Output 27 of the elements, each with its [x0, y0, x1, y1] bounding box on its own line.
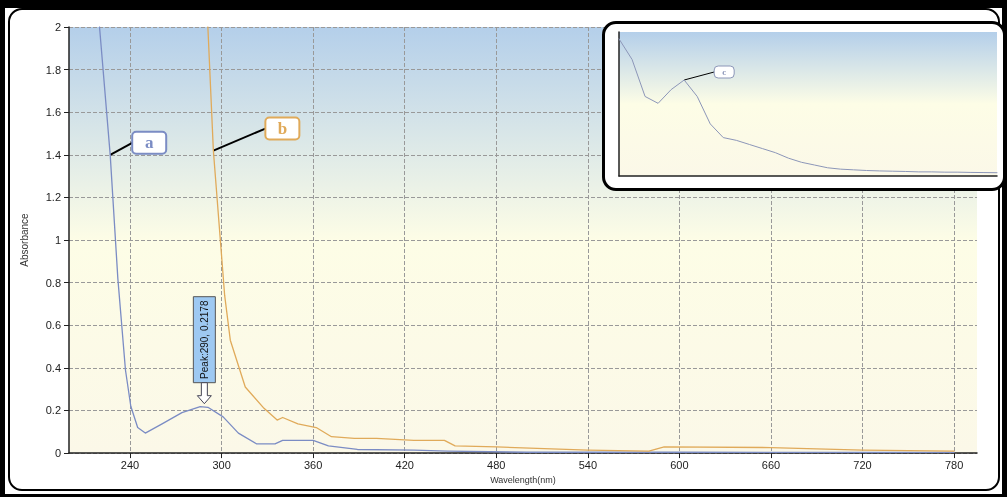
text: c — [722, 67, 727, 77]
x-tick-label: 480 — [487, 458, 506, 471]
y-tick-label: 0 — [54, 447, 61, 460]
y-tick-label: 0.8 — [45, 276, 61, 289]
x-axis-title: Wavelength(nm) — [490, 474, 556, 485]
y-tick-label: 2 — [54, 21, 61, 33]
x-tick-label: 300 — [212, 458, 231, 471]
y-tick-label: 1 — [54, 234, 61, 247]
x-tick-label: 660 — [761, 458, 781, 471]
x-tick-label: 600 — [670, 458, 689, 471]
annotation: Peak:290, 0.2178 — [198, 300, 210, 379]
y-tick-label: 1.2 — [45, 191, 61, 204]
y-axis-title: Absorbance — [18, 212, 30, 267]
y-tick-label: 1.4 — [45, 148, 61, 161]
y-tick-label: 0.6 — [45, 319, 61, 332]
y-tick-label: 0.4 — [45, 361, 61, 374]
x-tick-label: 780 — [944, 458, 964, 471]
y-tick-label: 1.8 — [45, 63, 61, 76]
y-tick-label: 1.6 — [45, 106, 61, 119]
text: b — [277, 119, 288, 139]
y-tick-label: 0.2 — [45, 404, 61, 417]
x-tick-label: 360 — [303, 458, 323, 471]
x-tick-label: 420 — [395, 458, 414, 471]
x-tick-label: 540 — [578, 458, 598, 471]
x-tick-label: 720 — [853, 458, 872, 471]
x-tick-label: 240 — [120, 458, 140, 471]
text: a — [144, 133, 154, 153]
